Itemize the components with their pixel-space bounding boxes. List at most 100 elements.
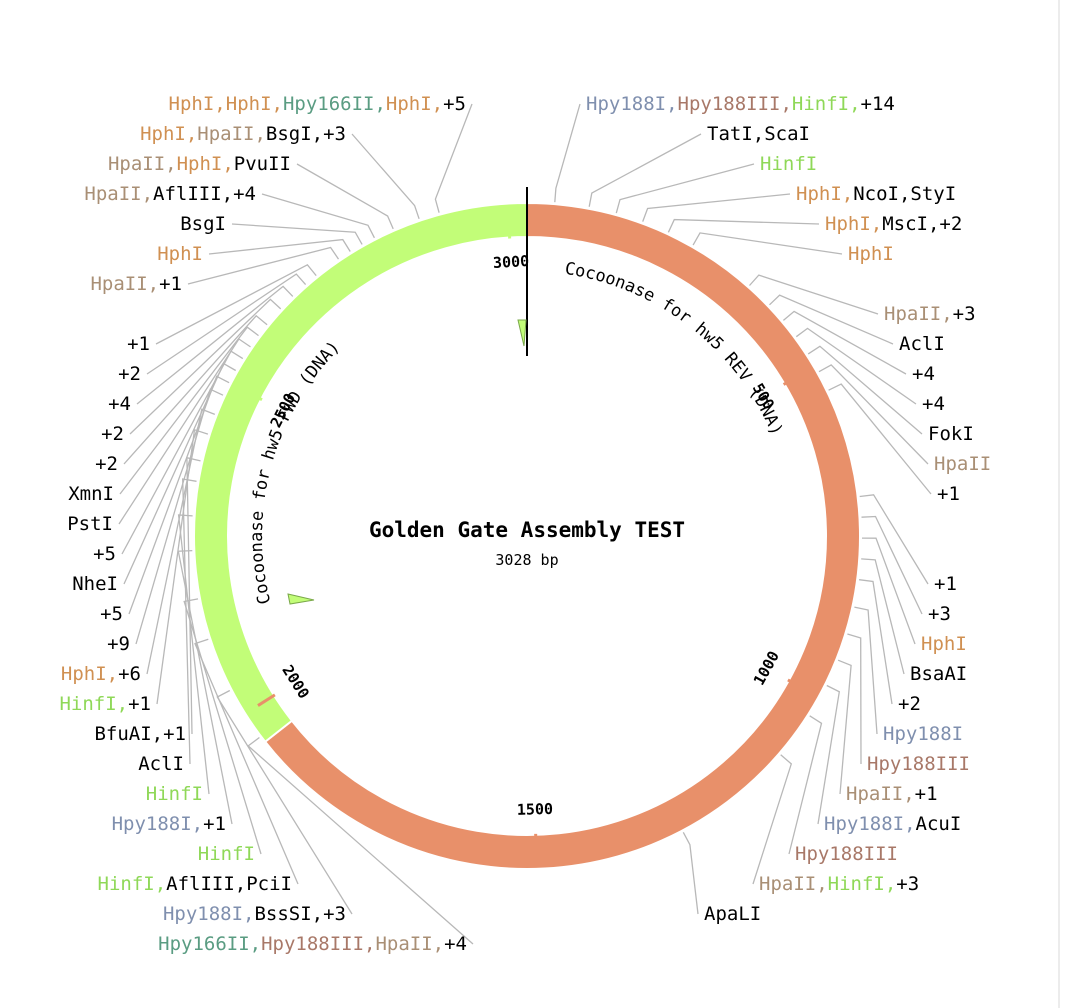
left-cut-site-label[interactable]: +5 [100,603,123,625]
plasmid-ring [193,187,861,870]
left-cut-site-label[interactable]: HinfI [198,843,255,865]
fwd-feature-arc[interactable] [193,201,528,744]
right-cut-site-label[interactable]: +2 [898,693,921,715]
right-cut-site-label[interactable]: Hpy188I [883,723,963,745]
leader-line [749,274,879,315]
leader-line [828,383,932,495]
leader-line [247,736,474,945]
leader-line [861,537,916,645]
rev-feature-arc[interactable] [263,201,861,870]
leader-line [119,326,259,495]
right-cut-site-label[interactable]: HinfI [760,153,817,175]
left-cut-site-label[interactable]: +4 [108,393,131,415]
leader-line [177,549,233,825]
right-cut-site-label[interactable]: HpaII,HinfI,+3 [759,873,919,895]
leader-line [182,478,197,765]
left-cut-site-label[interactable]: HphI,HpaII,BsgI,+3 [140,123,346,145]
fwd-direction-arrow [287,593,315,605]
leader-line [782,310,907,375]
left-cut-site-label[interactable]: HphI,+6 [61,663,141,685]
right-cut-site-label[interactable]: +3 [928,603,951,625]
rev-feature-label: Cocoonase for hw5 REV (DNA) [563,259,786,439]
left-cut-site-label[interactable]: +9 [107,633,130,655]
leader-line [194,638,299,885]
right-cut-site-label[interactable]: HphI [921,633,967,655]
right-cut-site-label[interactable]: BsaAI [910,663,967,685]
leader-line [752,754,793,885]
left-cut-site-label[interactable]: HphI,HphI,Hpy166II,HphI,+5 [169,93,466,115]
left-cut-site-label[interactable]: HinfI,+1 [59,693,151,715]
right-cut-site-label[interactable]: HpaII,+3 [884,303,976,325]
right-cut-site-label[interactable]: HpaII [934,453,991,475]
left-cut-site-label[interactable]: AclI [138,753,184,775]
leader-line [146,408,216,675]
leader-line [118,338,251,525]
leader-line [128,375,230,615]
tick-mark [257,693,276,707]
right-cut-site-label[interactable]: FokI [928,423,974,445]
leader-line [861,515,923,615]
leader-line [859,579,893,705]
leader-line [123,362,237,585]
right-cut-site-label[interactable]: Hpy188I,AcuI [824,813,961,835]
leader-line [615,163,755,214]
leader-line [183,598,262,855]
leader-line [123,314,268,465]
right-cut-site-label[interactable]: HphI,NcoI,StyI [796,183,956,205]
left-cut-site-label[interactable]: HpaII,HphI,PvuII [108,153,291,175]
leader-line [216,689,353,915]
leader-line [231,223,363,245]
left-cut-site-label[interactable]: PstI [67,513,113,535]
left-cut-site-label[interactable]: Hpy166II,Hpy188III,HpaII,+4 [158,933,467,955]
leader-line [837,659,852,795]
leader-line [817,684,841,825]
right-cut-site-label[interactable]: AclI [899,333,945,355]
rev-direction-arrow [517,319,527,347]
right-cut-site-label[interactable]: ApaLI [704,903,761,925]
leader-line [859,494,929,585]
left-cut-site-label[interactable]: HpaII,+1 [90,273,182,295]
left-cut-site-label[interactable]: HinfI [146,783,203,805]
right-cut-site-label[interactable]: +1 [937,483,960,505]
left-cut-site-label[interactable]: BsgI [180,213,226,235]
leader-line [186,456,201,735]
leader-line [135,388,224,645]
leader-line [807,345,923,435]
right-cut-site-label[interactable]: +4 [922,393,945,415]
right-cut-site-label[interactable]: Hpy188III [795,843,898,865]
leader-line [854,606,878,735]
tick-label: 1000 [750,648,783,688]
left-cut-site-label[interactable]: Hpy188I,+1 [112,813,226,835]
right-cut-site-label[interactable]: +1 [934,573,957,595]
leader-line [788,715,823,855]
leader-line [187,246,340,285]
leader-line [861,558,905,675]
left-cut-site-label[interactable]: HphI [157,243,203,265]
left-cut-site-label[interactable]: +2 [95,453,118,475]
right-cut-site-label[interactable]: HpaII,+1 [846,783,938,805]
right-cut-site-label[interactable]: TatI,ScaI [707,123,810,145]
leader-line [136,285,294,405]
left-cut-site-label[interactable]: +1 [127,333,150,355]
right-cut-site-label[interactable]: Hpy188III [867,753,970,775]
left-cut-site-label[interactable]: XmnI [68,483,114,505]
left-cut-site-label[interactable]: BfuAI,+1 [94,723,186,745]
right-cut-site-label[interactable]: +4 [912,363,935,385]
leader-line [847,633,862,765]
left-cut-site-label[interactable]: HinfI,AflIII,PciI [98,873,292,895]
left-cut-site-label[interactable]: +2 [101,423,124,445]
tick-label: 2000 [278,662,312,702]
left-cut-site-label[interactable]: HpaII,AflIII,+4 [84,183,256,205]
left-cut-site-label[interactable]: +5 [93,543,116,565]
left-cut-site-label[interactable]: Hpy188I,BssSI,+3 [163,903,346,925]
right-cut-site-label[interactable]: HphI,MscI,+2 [825,213,962,235]
left-cut-site-label[interactable]: +2 [118,363,141,385]
right-cut-site-label[interactable]: Hpy188I,Hpy188III,HinfI,+14 [586,93,895,115]
right-panel-divider [1058,0,1060,1008]
right-cut-site-label[interactable]: HphI [848,243,894,265]
leader-line [682,831,699,915]
leader-line [156,428,209,705]
tick-mark [534,833,538,854]
leader-line [129,298,282,435]
left-cut-site-label[interactable]: NheI [72,573,118,595]
